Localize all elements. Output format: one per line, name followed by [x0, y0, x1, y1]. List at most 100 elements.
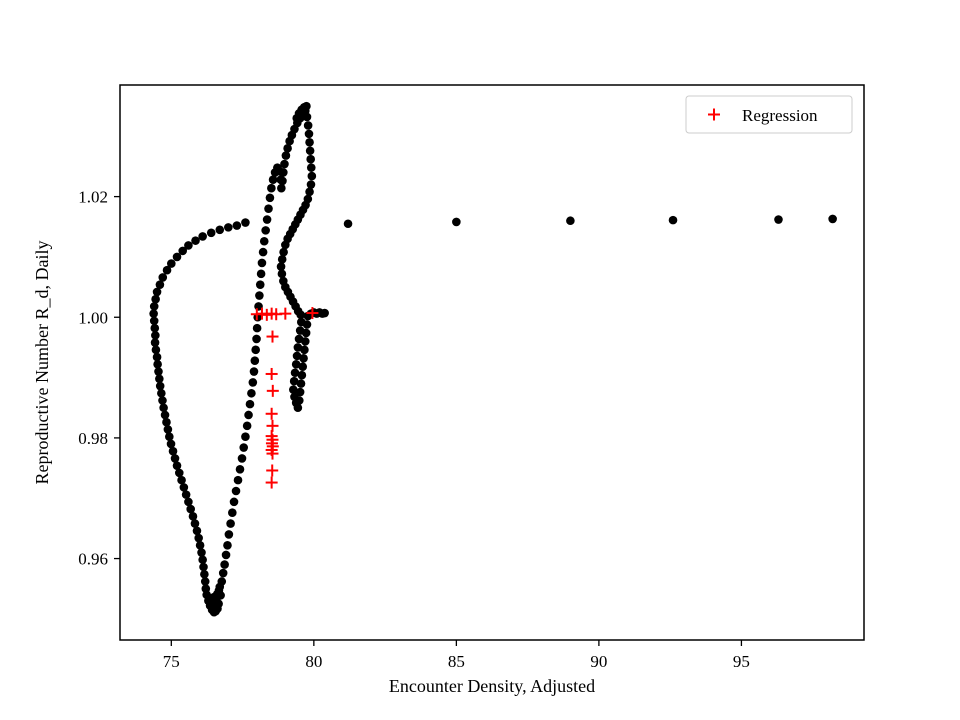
- y-axis: 0.96 0.98 1.00 1.02: [78, 188, 120, 569]
- data-point: [267, 183, 276, 193]
- data-point: [163, 425, 173, 434]
- x-tick-label: 75: [163, 652, 180, 671]
- data-point: [668, 215, 678, 225]
- data-point: [289, 376, 299, 386]
- data-point: [268, 175, 278, 185]
- data-point: [277, 269, 287, 279]
- data-point: [217, 577, 227, 586]
- data-point: [257, 258, 267, 268]
- data-point: [150, 338, 160, 347]
- data-point: [151, 294, 160, 304]
- data-point: [276, 262, 286, 271]
- data-point: [264, 204, 273, 213]
- data-point: [289, 385, 298, 394]
- data-point: [277, 183, 286, 193]
- data-point: [279, 247, 288, 257]
- data-point: [233, 475, 243, 485]
- data-point: [278, 176, 287, 186]
- data-point: [198, 232, 207, 241]
- data-point: [162, 417, 171, 427]
- y-tick-label: 0.96: [78, 550, 108, 569]
- data-point: [304, 129, 314, 139]
- data-point: [320, 308, 329, 318]
- data-point: [297, 370, 307, 380]
- data-point: [306, 180, 316, 189]
- data-point: [154, 367, 163, 376]
- data-point: [343, 219, 353, 229]
- data-point: [305, 187, 314, 197]
- x-axis: 75 80 85 90 95: [163, 640, 750, 671]
- data-point: [151, 345, 161, 355]
- data-point: [241, 432, 250, 442]
- axes-frame: [119, 84, 865, 641]
- data-point: [291, 360, 301, 369]
- data-point: [221, 550, 231, 560]
- data-point: [306, 154, 316, 164]
- x-tick-label: 85: [448, 652, 465, 671]
- data-point: [265, 193, 275, 203]
- data-point: [300, 345, 309, 355]
- data-point: [242, 421, 252, 431]
- data-point: [261, 226, 270, 235]
- data-point: [237, 454, 247, 463]
- data-point: [214, 599, 223, 609]
- data-point: [191, 236, 200, 245]
- data-point: [248, 378, 258, 387]
- data-point: [178, 246, 188, 256]
- legend-label: Regression: [742, 106, 818, 125]
- data-point: [298, 362, 308, 372]
- data-point: [226, 519, 235, 528]
- data-point: [302, 101, 311, 111]
- data-point: [160, 410, 170, 420]
- data-point: [149, 302, 159, 311]
- data-point: [158, 273, 168, 282]
- data-point: [255, 291, 264, 300]
- data-point: [166, 439, 176, 449]
- data-point: [251, 345, 260, 355]
- data-point: [224, 223, 233, 232]
- data-point: [220, 560, 229, 569]
- data-point: [153, 360, 162, 369]
- data-point: [228, 508, 237, 518]
- data-point: [155, 381, 165, 391]
- data-point: [179, 483, 189, 492]
- x-tick-label: 95: [733, 652, 750, 671]
- data-point: [774, 215, 783, 224]
- data-point: [244, 410, 253, 420]
- data-point: [452, 217, 461, 227]
- data-point: [151, 331, 160, 340]
- data-point: [249, 367, 259, 376]
- data-point: [281, 151, 291, 160]
- data-point: [566, 216, 575, 226]
- data-point: [828, 214, 837, 224]
- data-point: [215, 225, 225, 235]
- data-point: [172, 252, 182, 262]
- data-point: [194, 533, 203, 543]
- data-point: [302, 320, 312, 329]
- data-point: [245, 399, 255, 409]
- data-point: [305, 146, 315, 156]
- data-point: [224, 530, 234, 539]
- y-axis-label: Reproductive Number R_d, Daily: [32, 241, 52, 485]
- data-point: [216, 591, 225, 600]
- data-point: [158, 396, 167, 405]
- x-tick-label: 80: [305, 652, 322, 671]
- data-point: [255, 280, 265, 289]
- data-point: [195, 540, 205, 550]
- data-point: [229, 497, 239, 507]
- data-point: [172, 461, 182, 470]
- data-point: [170, 454, 180, 463]
- data-point: [177, 475, 186, 485]
- x-axis-label: Encounter Density, Adjusted: [389, 676, 595, 696]
- data-point: [184, 497, 193, 507]
- data-point: [292, 351, 302, 361]
- data-point: [306, 163, 316, 172]
- data-point: [262, 215, 272, 224]
- data-point: [292, 113, 302, 123]
- data-point: [277, 255, 287, 264]
- y-tick-label: 1.02: [78, 188, 108, 207]
- data-point: [258, 247, 268, 257]
- data-point: [152, 352, 162, 362]
- data-point: [149, 316, 159, 326]
